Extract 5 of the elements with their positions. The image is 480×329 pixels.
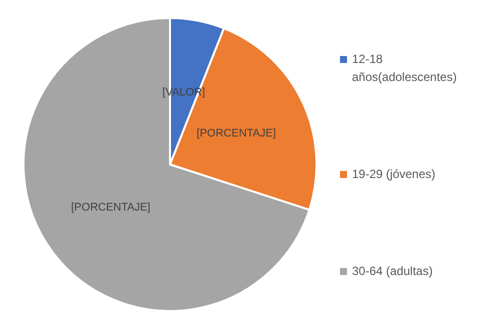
legend-label: 30-64 (adultas) [352, 263, 433, 280]
legend-label: 19-29 (jóvenes) [352, 166, 436, 183]
data-label: [PORCENTAJE] [71, 202, 150, 214]
data-label: [PORCENTAJE] [196, 127, 276, 140]
legend-label: 12-18 años(adolescentes) [352, 51, 458, 86]
